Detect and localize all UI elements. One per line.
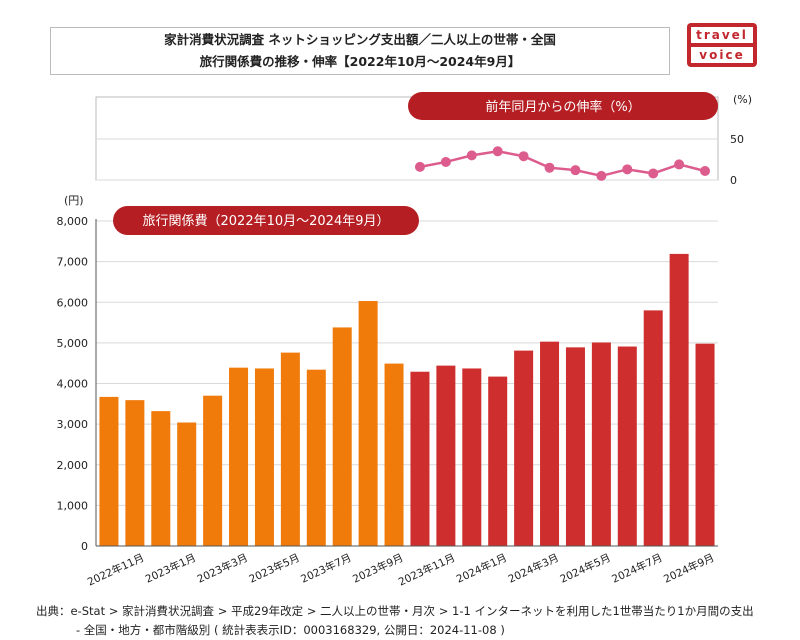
source-line2: - 全国・地方・都市階級別 ( 統計表表示ID：0003168329, 公開日：… <box>76 623 505 637</box>
bar <box>436 365 456 546</box>
bar-xtick-label: 2023年1月 <box>143 551 198 586</box>
bar <box>229 367 249 546</box>
bar <box>591 342 611 546</box>
growth-rate-point <box>596 170 607 181</box>
bar-xtick-label: 2024年1月 <box>454 551 509 586</box>
bar-xtick-label: 2023年3月 <box>195 551 250 586</box>
growth-rate-point <box>466 150 477 161</box>
line-title: 前年同月からの伸率（%） <box>485 99 640 115</box>
growth-rate-point <box>570 165 581 176</box>
bar-ytick-label: 6,000 <box>57 296 89 309</box>
bar <box>203 395 223 546</box>
bar <box>306 369 326 546</box>
bar-yunit-label: (円) <box>64 194 84 207</box>
bar-title-badge <box>113 206 419 235</box>
chart-title-line2: 旅行関係費の推移・伸率【2022年10月～2024年9月】 <box>199 54 521 69</box>
bar <box>514 350 534 546</box>
bar <box>462 368 482 546</box>
growth-rate-point <box>518 151 529 162</box>
chart-svg: 0 1,000 2,000 3,000 4,000 5,000 6,000 7,000 8,00… <box>57 92 752 589</box>
bar-ytick-label: 8,000 <box>57 215 89 228</box>
bar-xtick-label: 2023年7月 <box>299 551 354 586</box>
bar-xtick-label: 2023年11月 <box>396 551 457 589</box>
bar-ytick-label: 5,000 <box>57 337 89 350</box>
bar-ytick-label: 0 <box>81 540 88 553</box>
logo-bottom-text: voice <box>691 47 753 63</box>
line-ytick-label: 0 <box>730 174 737 187</box>
growth-rate-point <box>674 159 685 170</box>
bar-xtick-label: 2024年7月 <box>610 551 665 586</box>
growth-rate-point <box>700 165 711 176</box>
chart-title-line1: 家計消費状況調査 ネットショッピング支出額／二人以上の世帯・全国 <box>164 32 556 47</box>
line-title-badge <box>408 92 718 120</box>
bar-xtick-label: 2024年5月 <box>558 551 613 586</box>
bar-ytick-label: 2,000 <box>57 459 89 472</box>
bar-xtick-label: 2024年3月 <box>506 551 561 586</box>
bar <box>384 363 404 546</box>
growth-rate-point <box>544 162 555 173</box>
travelvoice-logo: travel voice <box>687 23 757 67</box>
bar-ytick-label: 1,000 <box>57 499 89 512</box>
growth-rate-point <box>492 146 503 157</box>
bar <box>540 341 560 546</box>
logo-top-text: travel <box>691 27 753 43</box>
bar <box>151 411 171 546</box>
source-line1: 出典：e-Stat > 家計消費状況調査 > 平成29年改定 > 二人以上の世帯… <box>36 604 754 618</box>
bar-ytick-label: 4,000 <box>57 378 89 391</box>
bar <box>280 352 300 546</box>
bar-title: 旅行関係費（2022年10月～2024年9月） <box>143 214 390 229</box>
bar <box>410 371 430 546</box>
bar <box>669 253 689 546</box>
bar-ytick-label: 3,000 <box>57 418 89 431</box>
bar <box>177 422 197 546</box>
growth-rate-point <box>440 156 451 167</box>
bar <box>643 310 663 546</box>
line-yunit-label: (%) <box>733 93 752 106</box>
growth-rate-line <box>419 150 706 178</box>
bar <box>488 376 508 546</box>
bar-xtick-label: 2022年11月 <box>85 551 146 589</box>
bar <box>125 400 145 546</box>
bar <box>565 347 585 546</box>
bar <box>254 368 274 546</box>
growth-rate-point <box>648 168 659 179</box>
bar <box>332 327 352 546</box>
bar <box>358 301 378 546</box>
chart-title-box: 家計消費状況調査 ネットショッピング支出額／二人以上の世帯・全国 旅行関係費の推… <box>50 27 670 75</box>
bar <box>99 396 119 546</box>
growth-rate-point <box>622 164 633 175</box>
bar-xtick-label: 2023年5月 <box>247 551 302 586</box>
bar-xtick-label: 2024年9月 <box>662 551 717 586</box>
bar <box>617 346 637 546</box>
source-note: 出典：e-Stat > 家計消費状況調査 > 平成29年改定 > 二人以上の世帯… <box>36 602 786 640</box>
growth-rate-point <box>414 161 425 172</box>
bar <box>695 343 715 546</box>
line-ytick-label: 50 <box>730 133 744 146</box>
bar-ytick-label: 7,000 <box>57 256 89 269</box>
